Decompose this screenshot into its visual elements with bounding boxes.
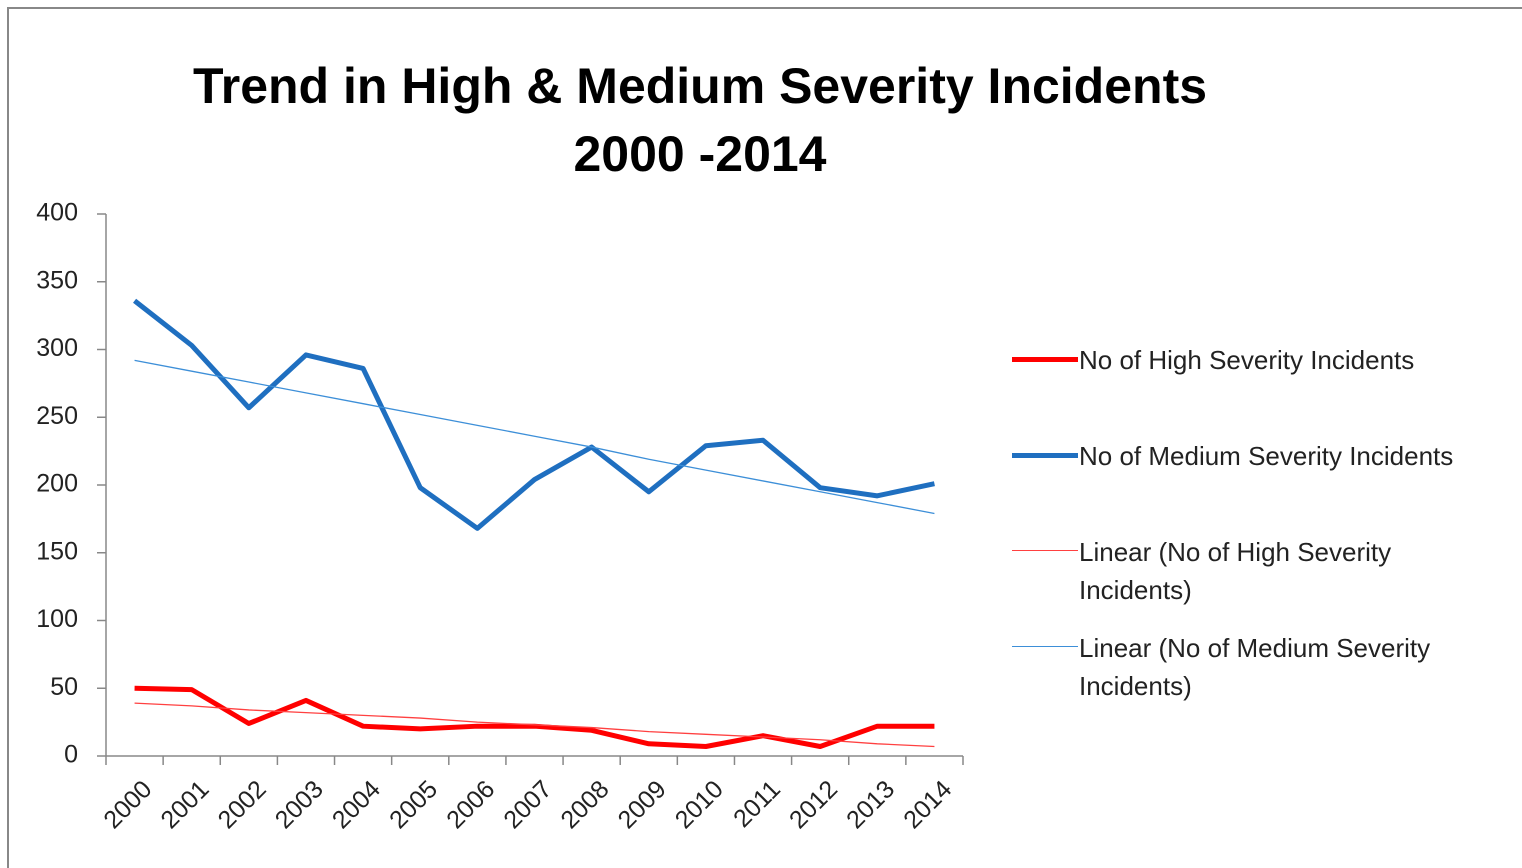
y-tick-label: 100 [36, 605, 78, 633]
y-tick-label: 0 [64, 741, 78, 769]
legend-label: Linear (No of High Severity Incidents) [1079, 537, 1392, 605]
x-tick-label: 2001 [155, 775, 214, 834]
legend-swatch [1012, 646, 1078, 648]
x-tick-label: 2013 [841, 775, 900, 834]
legend-swatch [1012, 550, 1078, 552]
x-tick-label: 2003 [270, 775, 329, 834]
legend-swatch [1012, 452, 1078, 458]
x-tick-label: 2014 [898, 775, 957, 834]
y-tick-label: 150 [36, 537, 78, 565]
y-tick-label: 250 [36, 402, 78, 430]
x-tick-label: 2008 [555, 775, 614, 834]
y-tick-label: 200 [36, 470, 78, 498]
x-tick-label: 2004 [327, 775, 386, 834]
legend-item: Linear (No of High Severity Incidents) [1012, 533, 1512, 609]
series-line [133, 298, 935, 531]
legend-label: No of Medium Severity Incidents [1079, 441, 1454, 471]
y-tick-label: 300 [36, 334, 78, 362]
legend-item: Linear (No of Medium Severity Incidents) [1012, 629, 1512, 705]
series-line [134, 359, 935, 515]
y-tick-label: 50 [50, 673, 78, 701]
chart-title: Trend in High & Medium Severity Incident… [192, 58, 1208, 182]
legend-swatch [1012, 356, 1078, 362]
legend-label: Linear (No of Medium Severity Incidents) [1079, 633, 1431, 701]
legend-item: No of Medium Severity Incidents [1012, 437, 1512, 475]
x-tick-label: 2012 [784, 775, 843, 834]
x-tick-label: 2002 [213, 775, 272, 834]
x-tick-label: 2009 [613, 775, 672, 834]
chart-frame [7, 7, 1522, 868]
series-line [134, 702, 935, 748]
x-tick-label: 2010 [670, 775, 729, 834]
y-tick-label: 400 [36, 199, 78, 227]
x-tick-label: 2011 [728, 775, 786, 833]
legend-item: No of High Severity Incidents [1012, 341, 1512, 379]
legend-label: No of High Severity Incidents [1079, 345, 1415, 375]
x-tick-label: 2000 [98, 775, 157, 834]
x-tick-label: 2007 [498, 775, 557, 834]
series-line [134, 685, 935, 750]
y-tick-label: 350 [36, 266, 78, 294]
x-tick-label: 2005 [384, 775, 443, 834]
x-tick-label: 2006 [441, 775, 500, 834]
